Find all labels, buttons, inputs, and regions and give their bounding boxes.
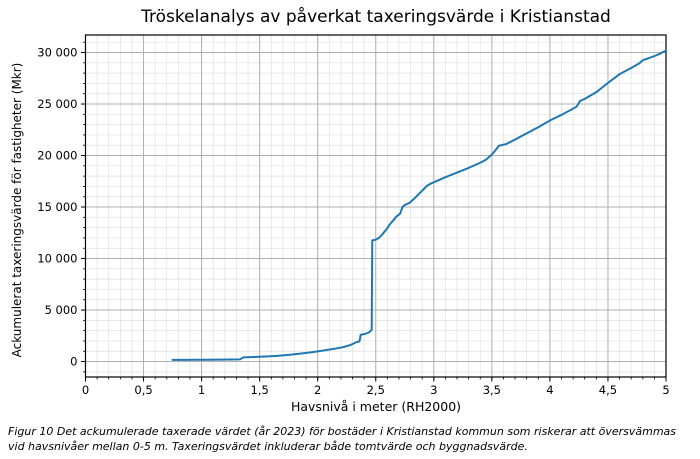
y-tick-label: 25 000	[37, 97, 77, 111]
x-tick-label: 0	[82, 383, 89, 397]
y-tick-label: 10 000	[37, 252, 77, 266]
x-axis-label: Havsnivå i meter (RH2000)	[290, 399, 462, 414]
x-tick-label: 1,5	[251, 383, 269, 397]
y-tick-label: 15 000	[37, 200, 77, 214]
y-tick-label: 0	[70, 355, 77, 369]
data-series-line	[171, 49, 667, 361]
figure-caption: Figur 10 Det ackumulerade taxerade värde…	[8, 424, 698, 454]
x-tick-label: 2	[314, 383, 321, 397]
chart-title: Tröskelanalys av påverkat taxeringsvärde…	[141, 7, 611, 27]
x-tick-label: 1	[198, 383, 205, 397]
x-tick-label: 2,5	[367, 383, 385, 397]
plot-border	[84, 34, 667, 378]
x-tick-label: 3	[430, 383, 437, 397]
x-tick-label: 4,5	[599, 383, 617, 397]
caption-line-2: vid havsnivåer mellan 0-5 m. Taxeringsvä…	[8, 440, 528, 453]
x-tick-label: 4	[546, 383, 553, 397]
x-tick-label: 3,5	[483, 383, 501, 397]
y-tick-label: 5 000	[45, 303, 78, 317]
x-tick-label: 0,5	[134, 383, 152, 397]
y-tick-label: 30 000	[37, 46, 77, 60]
y-tick-label: 20 000	[37, 149, 77, 163]
x-tick-label: 5	[662, 383, 669, 397]
caption-line-1: Figur 10 Det ackumulerade taxerade värde…	[8, 425, 677, 438]
